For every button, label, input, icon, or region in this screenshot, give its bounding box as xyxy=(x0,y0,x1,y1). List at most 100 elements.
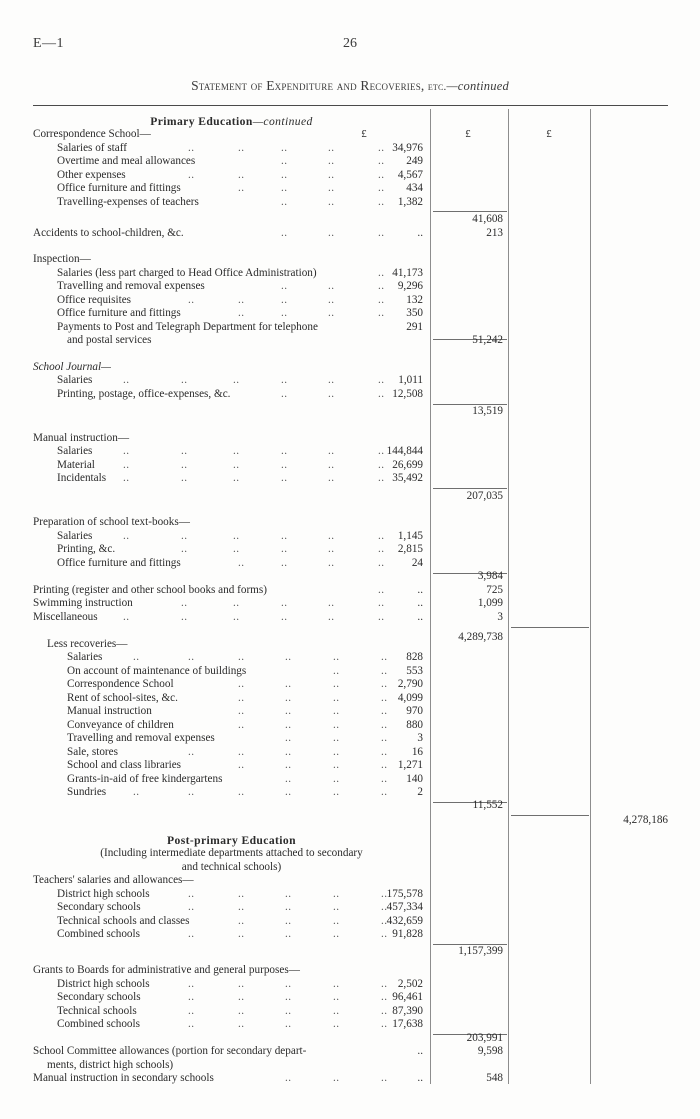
leader-dots: .. xyxy=(381,928,388,941)
subtotal-rule xyxy=(433,211,507,212)
value-insp-post: 291 xyxy=(406,320,423,333)
leader-dots: .. xyxy=(333,772,340,785)
value-cs-overtime: 249 xyxy=(406,155,423,168)
section-heading-grants-boards: Grants to Boards for administrative and … xyxy=(33,964,668,977)
leader-dots: .. xyxy=(188,901,195,914)
leader-dots: .. xyxy=(333,678,340,691)
leader-dots: .. xyxy=(381,745,388,758)
leader-dots: .. xyxy=(328,458,335,471)
leader-dots: .. xyxy=(381,718,388,731)
table-row: Travelling-expenses of teachers .. .. ..… xyxy=(33,196,668,209)
leader-dots: .. xyxy=(333,718,340,731)
leader-dots: .. xyxy=(333,651,340,664)
leader-dots: .. xyxy=(188,168,195,181)
leader-dots: .. xyxy=(281,458,288,471)
leader-dots: .. xyxy=(181,458,188,471)
label-lr-rent: Rent of school-sites, &c. xyxy=(67,691,178,704)
label-insp-salaries: Salaries (less part charged to Head Offi… xyxy=(57,266,317,279)
value-ts-technical: 432,659 xyxy=(386,914,423,927)
label-insp-post-line2: and postal services xyxy=(67,334,152,347)
leader-dots: .. xyxy=(188,887,195,900)
subtotal-rule xyxy=(433,339,507,340)
postprimary-note-1: (Including intermediate departments atta… xyxy=(100,847,363,860)
leader-dots: .. xyxy=(188,785,195,798)
table-row: Salaries .. .. .. .. .. .. 1,011 xyxy=(33,374,668,387)
postprimary-heading-text: Post-primary Education xyxy=(167,834,296,847)
leader-dots: .. xyxy=(233,458,240,471)
leader-dots: .. xyxy=(281,168,288,181)
leader-dots: .. xyxy=(381,977,388,990)
leader-dots: .. xyxy=(333,745,340,758)
leader-dots: .. xyxy=(328,307,335,320)
table-row: Salaries .. .. .. .. .. .. 144,844 xyxy=(33,445,668,458)
label-inspection: Inspection— xyxy=(33,253,91,266)
leader-dots: .. xyxy=(381,759,388,772)
value-pt-salaries: 1,145 xyxy=(397,529,423,542)
value-gb-district: 2,502 xyxy=(397,977,423,990)
leader-dots: .. xyxy=(281,597,288,610)
value-ts-secondary: 457,334 xyxy=(386,901,423,914)
leader-dots: .. xyxy=(378,445,385,458)
leader-dots: .. xyxy=(328,610,335,623)
value-printing-register-c1: .. xyxy=(417,583,423,596)
leader-dots: .. xyxy=(328,472,335,485)
value-lr-correspondence: 2,790 xyxy=(397,678,423,691)
subtotal-rule xyxy=(433,488,507,489)
value-lr-conveyance: 880 xyxy=(406,718,423,731)
leader-dots: .. xyxy=(188,1018,195,1031)
leader-dots: .. xyxy=(281,387,288,400)
leader-dots: .. xyxy=(285,977,292,990)
label-mi-salaries: Salaries xyxy=(57,445,93,458)
column-rule-2 xyxy=(508,109,509,1084)
value-pt-total: 3,984 xyxy=(477,570,503,583)
label-insp-requisites: Office requisites xyxy=(57,293,132,306)
leader-dots: .. xyxy=(238,887,245,900)
value-miscellaneous-c1: .. xyxy=(417,610,423,623)
subtotal-rule xyxy=(433,1034,507,1035)
leader-dots: .. xyxy=(281,280,288,293)
leader-dots: .. xyxy=(285,1071,292,1084)
table-row: Office furniture and fittings .. .. .. .… xyxy=(33,182,668,195)
leader-dots: .. xyxy=(181,529,188,542)
value-pt-printing: 2,815 xyxy=(397,543,423,556)
label-printing-register: Printing (register and other school book… xyxy=(33,583,267,596)
value-sj-printing: 12,508 xyxy=(392,387,423,400)
leader-dots: .. xyxy=(333,914,340,927)
leader-dots: .. xyxy=(333,928,340,941)
table-row: Office requisites .. .. .. .. .. 132 xyxy=(33,294,668,307)
section-heading-primary: Primary Education—continued xyxy=(33,115,668,128)
value-cs-salaries: 34,976 xyxy=(392,141,423,154)
value-insp-requisites: 132 xyxy=(406,293,423,306)
table-row: Material .. .. .. .. .. .. 26,699 xyxy=(33,459,668,472)
leader-dots: .. xyxy=(238,785,245,798)
label-lr-maintenance: On account of maintenance of buildings xyxy=(67,664,247,677)
postprimary-note-line2: and technical schools) xyxy=(33,861,668,874)
label-cs-travelling: Travelling-expenses of teachers xyxy=(57,195,199,208)
value-swimming-c1: .. xyxy=(417,597,423,610)
leader-dots: .. xyxy=(281,556,288,569)
leader-dots: .. xyxy=(333,1018,340,1031)
section-heading-inspection: Inspection— xyxy=(33,253,668,266)
table-row: Incidentals .. .. .. .. .. .. 35,492 xyxy=(33,472,668,485)
leader-dots: .. xyxy=(281,155,288,168)
table-row: Sale, stores .. .. .. .. .. 16 xyxy=(33,746,668,759)
label-grants-to-boards: Grants to Boards for administrative and … xyxy=(33,964,300,977)
label-ts-technical: Technical schools and classes xyxy=(57,914,190,927)
label-lr-kindergartens: Grants-in-aid of free kindergartens xyxy=(67,772,223,785)
caption-main: Statement of Expenditure and Recoveries, xyxy=(191,78,425,93)
leader-dots: .. xyxy=(281,472,288,485)
leader-dots: .. xyxy=(333,759,340,772)
leader-dots: .. xyxy=(285,759,292,772)
leader-dots: .. xyxy=(378,226,385,239)
leader-dots: .. xyxy=(381,887,388,900)
leader-dots: .. xyxy=(381,991,388,1004)
leader-dots: .. xyxy=(333,887,340,900)
leader-dots: .. xyxy=(285,928,292,941)
leader-dots: .. xyxy=(188,991,195,1004)
leader-dots: .. xyxy=(381,678,388,691)
postprimary-note-2: and technical schools) xyxy=(181,860,282,873)
table-row: District high schools .. .. .. .. .. 2,5… xyxy=(33,978,668,991)
value-insp-furniture: 350 xyxy=(406,307,423,320)
leader-dots: .. xyxy=(238,745,245,758)
